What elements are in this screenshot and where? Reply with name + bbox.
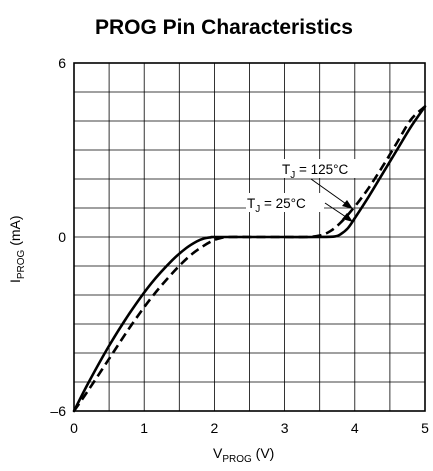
arrowhead-25 <box>342 213 353 222</box>
annotation-25-sub: J <box>255 204 260 215</box>
chart-title: PROG Pin Characteristics <box>95 16 353 39</box>
series-line-tj-125 <box>72 105 426 412</box>
annotation-25-rest: = 25°C <box>260 196 306 211</box>
annotation-25-bg <box>246 193 324 212</box>
annotation-125-sub: J <box>290 170 295 181</box>
leader-line-125 <box>310 178 350 207</box>
series-layer <box>72 105 427 413</box>
y-axis-label-unit: (mA) <box>7 215 23 249</box>
y-axis-label-main: I <box>7 279 23 283</box>
x-tick-label: 0 <box>70 420 78 436</box>
annotation-125: TJ = 125°C <box>282 162 349 181</box>
x-tick-label: 3 <box>281 420 289 436</box>
annotation-25-main: T <box>247 196 255 211</box>
y-axis-label-sub: PROG <box>16 249 27 279</box>
x-tick-label: 2 <box>211 420 219 436</box>
x-tick-label: 1 <box>140 420 148 436</box>
x-tick-labels: 0 1 2 3 4 5 <box>70 420 429 436</box>
y-tick-label: –6 <box>50 403 66 419</box>
x-axis-label-sub: PROG <box>222 454 252 465</box>
x-tick-label: 4 <box>351 420 359 436</box>
arrowhead-125 <box>342 200 353 209</box>
x-axis-label-main: V <box>213 445 223 461</box>
annotation-25: TJ = 25°C <box>247 196 306 215</box>
x-axis-label: VPROG (V) <box>213 445 274 465</box>
annotation-125-bg <box>281 159 367 178</box>
plot-frame <box>73 62 426 412</box>
y-tick-label: 0 <box>58 229 66 245</box>
annotation-125-rest: = 125°C <box>295 162 348 177</box>
x-tick-label: 5 <box>421 420 429 436</box>
annotation-125-main: T <box>282 162 290 177</box>
x-axis-label-unit: (V) <box>252 445 275 461</box>
y-axis-label: IPROG (mA) <box>7 215 27 283</box>
y-tick-label: 6 <box>58 55 66 71</box>
y-tick-labels: 6 0 –6 <box>50 55 66 419</box>
